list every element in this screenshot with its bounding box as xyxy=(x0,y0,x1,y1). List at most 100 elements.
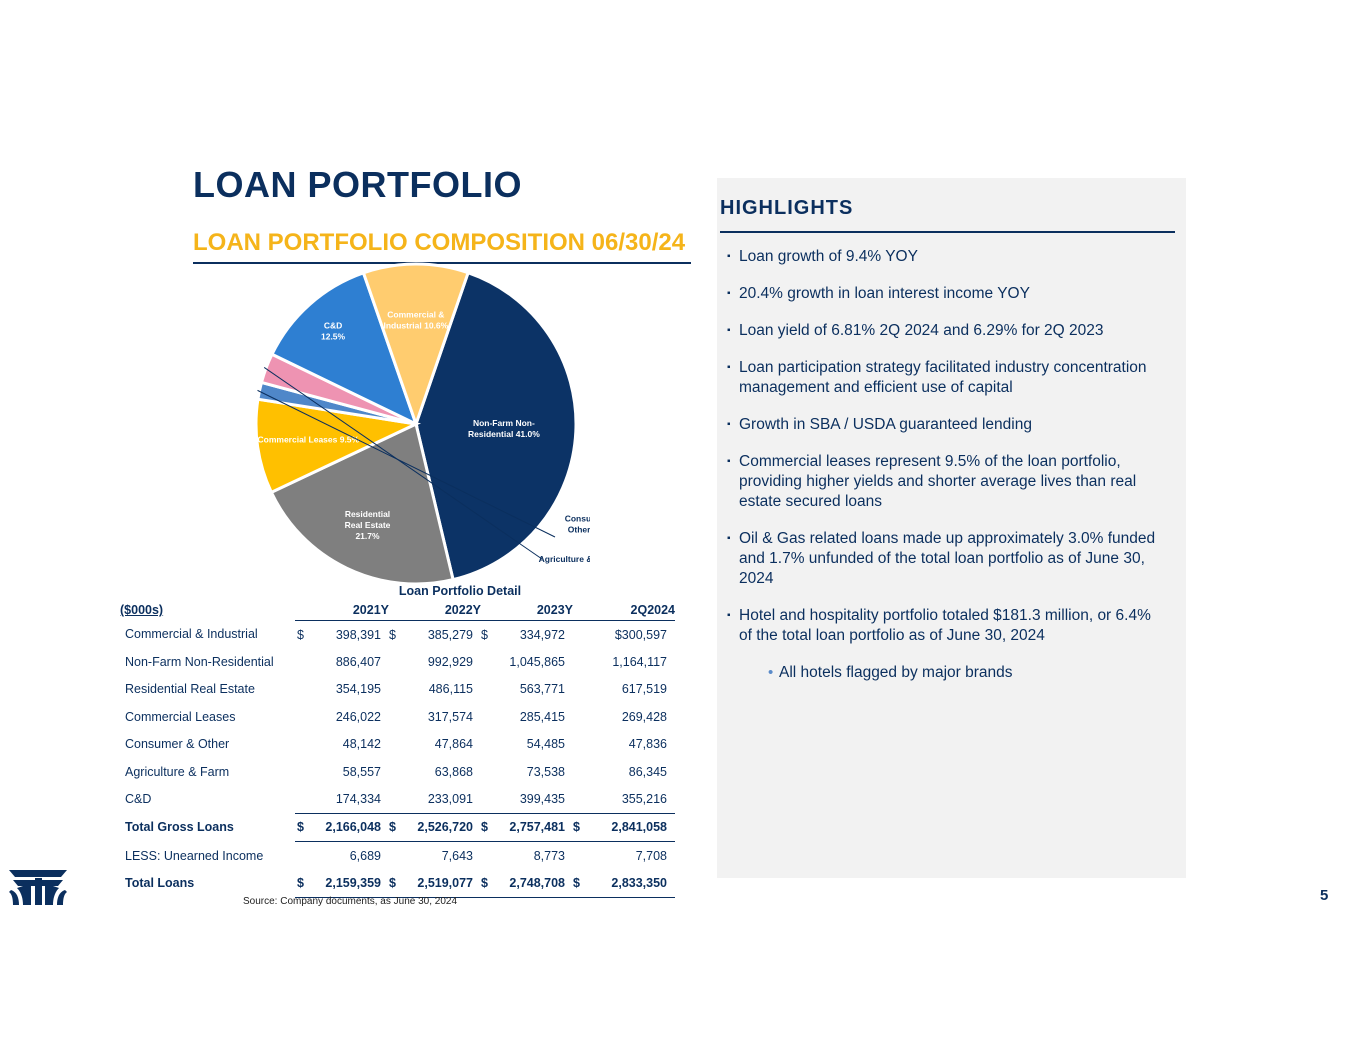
column-header-2q2024: 2Q2024 xyxy=(573,600,675,621)
currency-symbol: $ xyxy=(573,813,587,843)
highlight-text: Growth in SBA / USDA guaranteed lending xyxy=(739,416,1032,433)
highlight-text: 20.4% growth in loan interest income YOY xyxy=(739,285,1030,302)
currency-symbol xyxy=(573,785,587,814)
column-header-2022: 2022Y xyxy=(389,600,481,621)
currency-symbol xyxy=(481,731,495,758)
currency-symbol xyxy=(389,703,403,730)
currency-symbol xyxy=(295,731,311,758)
highlight-bullet: ▪ Loan participation strategy facilitated… xyxy=(727,358,1167,398)
table-cell-value: 48,142 xyxy=(342,737,381,752)
currency-symbol xyxy=(389,842,403,870)
row-label: C&D xyxy=(125,792,152,807)
pie-slice-label: Commercial Leases 9.5% xyxy=(258,434,360,444)
currency-symbol xyxy=(295,842,311,870)
currency-symbol: $ xyxy=(297,627,304,642)
detail-table-body: Commercial & Industrial $398,391 $385,279 $… xyxy=(120,621,675,898)
pie-slice-label: C&D 12.5% xyxy=(321,320,346,341)
column-header-units: ($000s) xyxy=(120,603,164,618)
pie-slice xyxy=(361,262,470,429)
page-number: 5 xyxy=(1320,887,1329,904)
bullet-dot-icon: • xyxy=(768,664,774,681)
table-cell-value: 385,279 xyxy=(427,627,473,642)
pie-slice-label: Residential Real Estate 21.7% xyxy=(345,509,391,541)
highlight-text: Loan yield of 6.81% 2Q 2024 and 6.29% fo… xyxy=(739,322,1104,339)
table-cell-value: 886,407 xyxy=(335,655,381,670)
table-cell-value: 8,773 xyxy=(533,848,565,863)
loan-composition-pie-chart: Non-Farm Non-Residential 41.0% Residentia… xyxy=(254,262,590,586)
table-cell-value: 2,519,077 xyxy=(403,869,481,898)
currency-symbol xyxy=(573,703,587,730)
bullet-square-icon: ▪ xyxy=(727,288,731,299)
highlight-bullet: ▪ 20.4% growth in loan interest income YO… xyxy=(727,284,1167,304)
currency-symbol: $ xyxy=(481,627,488,642)
detail-table-caption: Loan Portfolio Detail xyxy=(398,584,522,598)
table-row: Non-Farm Non-Residential 886,407 992,929 1,… xyxy=(120,648,675,675)
bullet-square-icon: ▪ xyxy=(727,419,731,430)
table-row: Commercial & Industrial $398,391 $385,279 $… xyxy=(120,621,675,649)
currency-symbol xyxy=(295,785,311,814)
highlight-sub-text: All hotels flagged by major brands xyxy=(779,664,1013,681)
highlights-title: HIGHLIGHTS xyxy=(720,197,854,219)
table-cell-value: 2,833,350 xyxy=(587,869,675,898)
highlights-list: ▪ Loan growth of 9.4% YOY ▪ 20.4% growth in… xyxy=(727,247,1167,700)
table-cell-value: 2,166,048 xyxy=(311,813,389,843)
currency-symbol xyxy=(295,758,311,785)
table-cell-value: 334,972 xyxy=(519,627,565,642)
table-cell-value: 1,045,865 xyxy=(509,655,565,670)
highlight-text: Hotel and hospitality portfolio totaled … xyxy=(739,607,1151,644)
table-cell-value: 992,929 xyxy=(427,655,473,670)
table-cell-value: 1,164,117 xyxy=(612,655,667,670)
highlights-divider xyxy=(720,231,1175,233)
column-header-2021: 2021Y xyxy=(295,600,389,621)
table-cell-value: 2,748,708 xyxy=(495,869,573,898)
highlight-bullet: ▪ Oil & Gas related loans made up approxi… xyxy=(727,529,1167,589)
currency-symbol xyxy=(295,648,311,675)
table-cell-value: 58,557 xyxy=(342,764,381,779)
currency-symbol xyxy=(481,842,495,870)
table-cell-value: 6,689 xyxy=(349,848,381,863)
table-row: Commercial Leases 246,022 317,574 285,415 26… xyxy=(120,703,675,730)
table-cell-value: 563,771 xyxy=(519,682,565,697)
highlight-bullet: ▪ Loan growth of 9.4% YOY xyxy=(727,247,1167,267)
table-cell-value: $300,597 xyxy=(614,627,667,642)
table-cell-value: 73,538 xyxy=(526,764,565,779)
currency-symbol xyxy=(389,731,403,758)
table-row: Residential Real Estate 354,195 486,115 563… xyxy=(120,676,675,703)
table-row: C&D 174,334 233,091 399,435 355,216 xyxy=(120,785,675,814)
row-label: Commercial Leases xyxy=(125,709,236,724)
highlight-bullet: ▪ Hotel and hospitality portfolio totaled… xyxy=(727,606,1167,646)
currency-symbol: $ xyxy=(389,869,403,898)
subtitle-divider xyxy=(193,262,691,264)
bullet-square-icon: ▪ xyxy=(727,362,731,373)
table-cell-value: 355,216 xyxy=(587,785,675,814)
highlight-text: Commercial leases represent 9.5% of the … xyxy=(739,453,1137,510)
highlight-bullet: ▪ Commercial leases represent 9.5% of the… xyxy=(727,452,1167,512)
highlight-text: Loan growth of 9.4% YOY xyxy=(739,248,918,265)
bullet-square-icon: ▪ xyxy=(727,456,731,467)
table-cell-value: 63,868 xyxy=(434,764,473,779)
currency-symbol xyxy=(573,731,587,758)
page-title: LOAN PORTFOLIO xyxy=(193,164,522,205)
pie-slice-label: Consumer &Other 1.7% xyxy=(565,514,590,535)
table-row: Agriculture & Farm 58,557 63,868 73,538 86,3… xyxy=(120,758,675,785)
bullet-square-icon: ▪ xyxy=(727,251,731,262)
table-cell-value: 617,519 xyxy=(621,682,667,697)
pie-slice xyxy=(269,270,419,427)
currency-symbol xyxy=(481,785,495,814)
currency-symbol xyxy=(389,758,403,785)
table-cell-value: 317,574 xyxy=(427,709,473,724)
table-cell-value: 2,526,720 xyxy=(403,813,481,843)
currency-symbol xyxy=(573,648,587,675)
table-cell-value: 86,345 xyxy=(628,764,667,779)
currency-symbol: $ xyxy=(481,869,495,898)
currency-symbol: $ xyxy=(295,813,311,843)
row-label: Total Loans xyxy=(125,876,195,891)
pie-leader-line xyxy=(263,367,543,560)
pie-slice-label: Non-Farm Non-Residential 41.0% xyxy=(468,418,540,439)
table-cell-value: 174,334 xyxy=(311,785,389,814)
highlight-text: Oil & Gas related loans made up approxim… xyxy=(739,530,1156,587)
table-row: LESS: Unearned Income 6,689 7,643 8,773 7,70… xyxy=(120,842,675,870)
row-label: Consumer & Other xyxy=(125,737,230,752)
currency-symbol xyxy=(295,703,311,730)
currency-symbol xyxy=(573,676,587,703)
